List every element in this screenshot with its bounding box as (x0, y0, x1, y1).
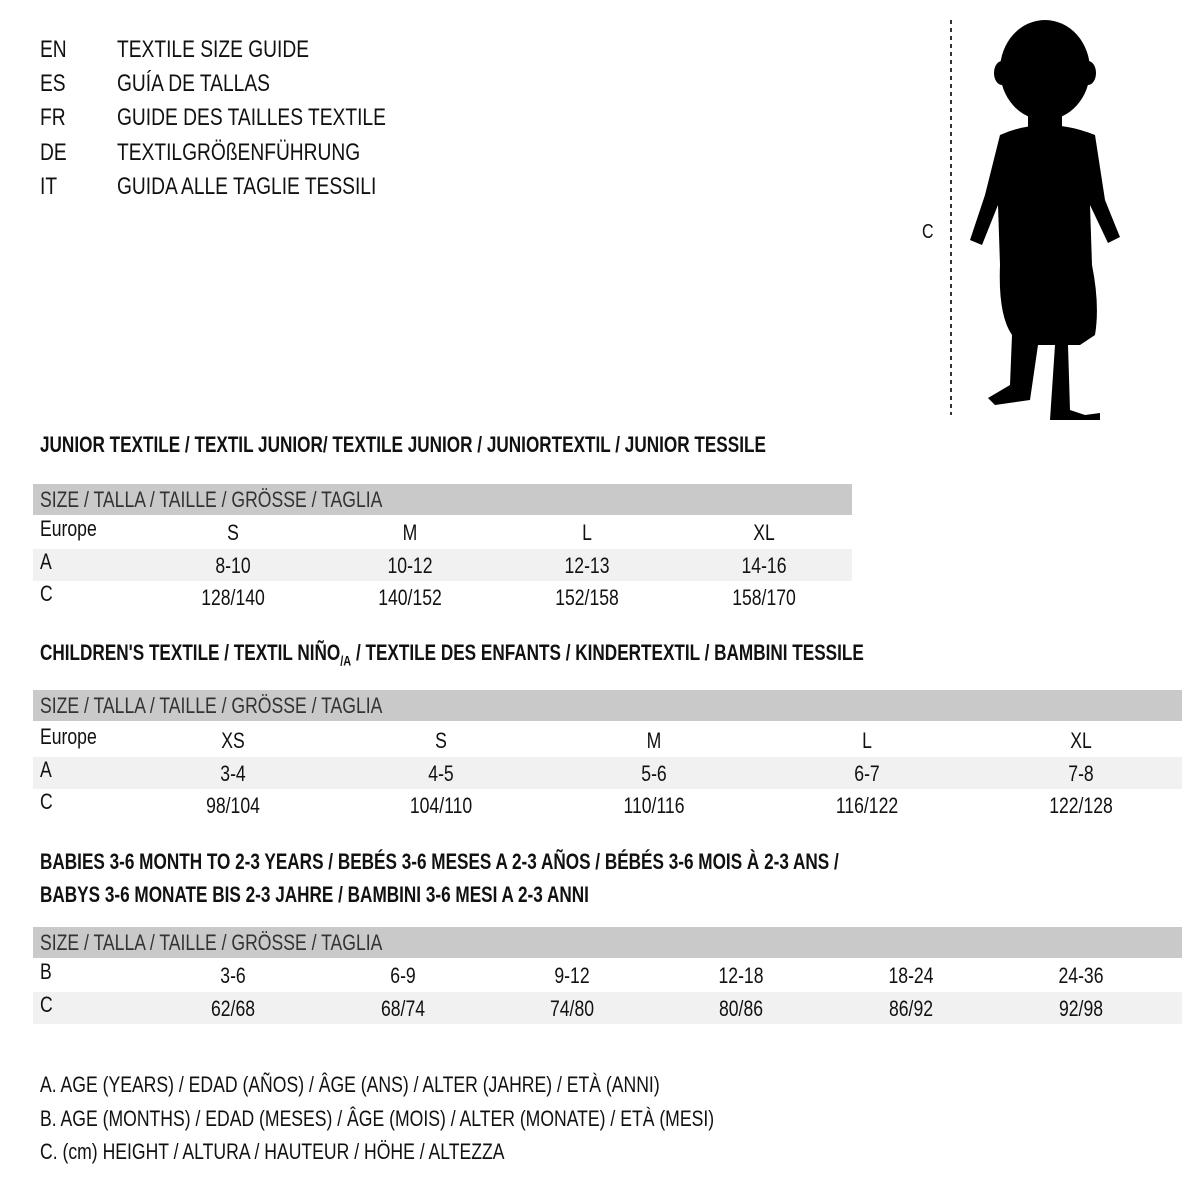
lang-code: FR (40, 104, 66, 131)
table-cell: 62/68 (210, 996, 256, 1021)
table-cell: 104/110 (409, 793, 473, 818)
lang-code: IT (40, 173, 58, 200)
table-cell: 110/116 (623, 793, 685, 818)
table-cell: 68/74 (380, 996, 426, 1021)
legend-b: B. AGE (MONTHS) / EDAD (MESES) / ÂGE (MO… (40, 1106, 715, 1131)
table-header: SIZE / TALLA / TAILLE / GRÖSSE / TAGLIA (33, 484, 852, 515)
header-text: SIZE / TALLA / TAILLE / GRÖSSE / TAGLIA (40, 693, 383, 718)
legend-c: C. (cm) HEIGHT / ALTURA / HAUTEUR / HÖHE… (40, 1139, 505, 1164)
row-label: C (40, 992, 53, 1017)
table-cell: L (862, 728, 872, 753)
row-label: C (40, 789, 53, 814)
table-cell: 80/86 (718, 996, 764, 1021)
row-shade (33, 992, 1182, 1024)
table-header: SIZE / TALLA / TAILLE / GRÖSSE / TAGLIA (33, 690, 1182, 721)
measure-label: C (922, 221, 934, 243)
table-cell: M (646, 728, 662, 753)
table-cell: XL (753, 520, 775, 545)
row-label: Europe (40, 724, 97, 749)
table-cell: 6-7 (854, 761, 880, 786)
babies-size-table: SIZE / TALLA / TAILLE / GRÖSSE / TAGLIA … (33, 927, 1182, 1027)
table-cell: 86/92 (888, 996, 934, 1021)
row-label: B (40, 959, 52, 984)
table-cell: 14-16 (741, 553, 787, 578)
table-cell: 10-12 (387, 553, 433, 578)
table-cell: 9-12 (554, 963, 590, 988)
lang-title: GUÍA DE TALLAS (117, 70, 270, 97)
table-cell: 12-13 (564, 553, 610, 578)
lang-title: TEXTILE SIZE GUIDE (117, 36, 310, 63)
table-cell: 140/152 (378, 585, 442, 610)
table-cell: M (402, 520, 418, 545)
row-label: A (40, 757, 52, 782)
title-subscript: /A (340, 652, 352, 669)
table-cell: 92/98 (1058, 996, 1104, 1021)
table-cell: 7-8 (1068, 761, 1094, 786)
table-cell: 24-36 (1058, 963, 1104, 988)
table-cell: 3-6 (220, 963, 246, 988)
table-cell: 122/128 (1049, 793, 1113, 818)
lang-title: TEXTILGRÖßENFÜHRUNG (117, 139, 361, 166)
table-cell: XL (1070, 728, 1092, 753)
table-cell: 6-9 (390, 963, 416, 988)
babies-section-title-line2: BABYS 3-6 MONATE BIS 2-3 JAHRE / BAMBINI… (40, 882, 589, 907)
table-cell: L (582, 520, 592, 545)
junior-section-title: JUNIOR TEXTILE / TEXTIL JUNIOR/ TEXTILE … (40, 432, 766, 457)
lang-title: GUIDE DES TAILLES TEXTILE (117, 104, 386, 131)
table-cell: 12-18 (718, 963, 764, 988)
child-silhouette-icon (950, 20, 1120, 420)
row-label: Europe (40, 516, 97, 541)
table-cell: 152/158 (555, 585, 619, 610)
row-shade (33, 549, 852, 581)
table-cell: 18-24 (888, 963, 934, 988)
header-text: SIZE / TALLA / TAILLE / GRÖSSE / TAGLIA (40, 930, 383, 955)
children-size-table: SIZE / TALLA / TAILLE / GRÖSSE / TAGLIA … (33, 690, 1182, 820)
table-cell: S (227, 520, 239, 545)
lang-code: DE (40, 139, 67, 166)
table-cell: S (435, 728, 447, 753)
table-header: SIZE / TALLA / TAILLE / GRÖSSE / TAGLIA (33, 927, 1182, 958)
row-shade (33, 757, 1182, 789)
junior-size-table: SIZE / TALLA / TAILLE / GRÖSSE / TAGLIA … (33, 484, 852, 614)
table-cell: 3-4 (220, 761, 246, 786)
header-text: SIZE / TALLA / TAILLE / GRÖSSE / TAGLIA (40, 487, 383, 512)
children-section-title: CHILDREN'S TEXTILE / TEXTIL NIÑO/A / TEX… (40, 639, 864, 674)
row-label: A (40, 549, 52, 574)
babies-section-title: BABIES 3-6 MONTH TO 2-3 YEARS / BEBÉS 3-… (40, 849, 839, 874)
table-cell: 8-10 (215, 553, 251, 578)
lang-code: ES (40, 70, 66, 97)
table-cell: 128/140 (201, 585, 265, 610)
table-cell: 5-6 (641, 761, 667, 786)
table-cell: 158/170 (732, 585, 796, 610)
row-label: C (40, 581, 53, 606)
title-text: / TEXTILE DES ENFANTS / KINDERTEXTIL / B… (351, 640, 864, 665)
table-cell: 4-5 (428, 761, 454, 786)
title-text: CHILDREN'S TEXTILE / TEXTIL NIÑO (40, 640, 341, 665)
table-cell: 98/104 (206, 793, 260, 818)
legend-a: A. AGE (YEARS) / EDAD (AÑOS) / ÂGE (ANS)… (40, 1072, 660, 1097)
lang-code: EN (40, 36, 67, 63)
table-cell: 116/122 (835, 793, 899, 818)
table-cell: 74/80 (549, 996, 595, 1021)
table-cell: XS (221, 728, 245, 753)
lang-title: GUIDA ALLE TAGLIE TESSILI (117, 173, 377, 200)
